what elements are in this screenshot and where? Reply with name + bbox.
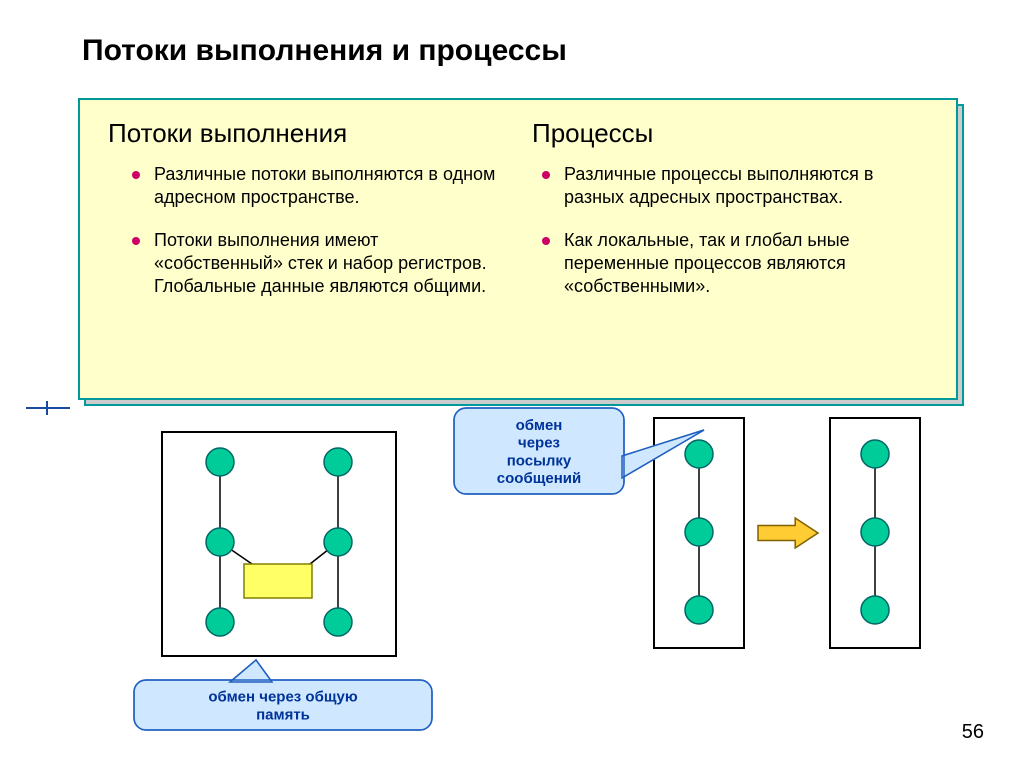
- svg-text:сообщений: сообщений: [497, 470, 581, 487]
- svg-text:через: через: [518, 435, 560, 452]
- page-number: 56: [962, 721, 984, 744]
- diagram-svg: обменчерезпосылкусообщений обмен через об…: [0, 0, 1024, 768]
- svg-text:обмен через общую: обмен через общую: [208, 689, 358, 706]
- svg-text:посылку: посылку: [507, 452, 572, 469]
- svg-text:память: память: [256, 706, 310, 723]
- svg-text:обмен: обмен: [516, 417, 563, 434]
